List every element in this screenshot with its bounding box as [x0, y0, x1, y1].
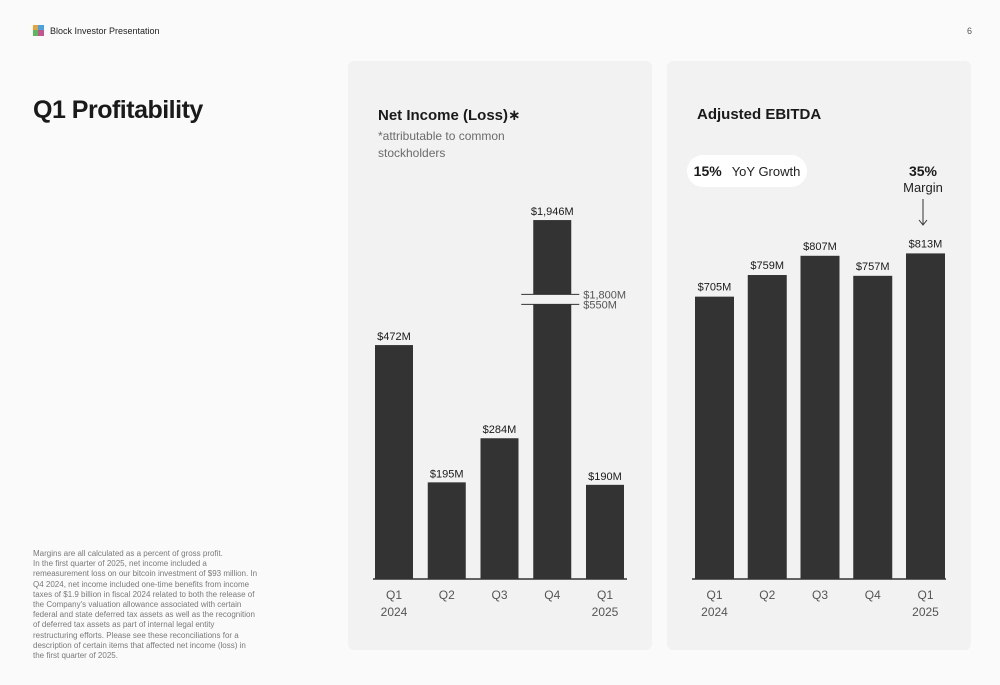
- ebitda-chart: $705M $759M $807M $757M $813M Q1 2024 Q2 Q3 Q4 Q1 2…: [692, 238, 946, 619]
- net-income-panel: $472M $195M $284M $1,946M $190M $1,800M $550M Q…: [348, 61, 652, 650]
- x-tick-label: Q4: [865, 588, 881, 602]
- footnote-line: In the first quarter of 2025, net income…: [33, 559, 258, 661]
- bar: [800, 255, 840, 579]
- net-income-chart: $472M $195M $284M $1,946M $190M $1,800M$550M Q…: [373, 206, 627, 619]
- slide-title: Q1 Profitability: [33, 96, 203, 124]
- bar: [427, 482, 466, 579]
- bar: [375, 345, 413, 579]
- data-label: $807M: [803, 241, 837, 253]
- data-label: $195M: [430, 468, 464, 480]
- x-tick-label: Q3: [491, 588, 507, 602]
- x-tick-label: 2024: [701, 605, 728, 619]
- bar: [480, 438, 519, 579]
- bar: [695, 296, 734, 579]
- data-label: $757M: [856, 261, 890, 273]
- data-label: $284M: [483, 424, 517, 436]
- ebitda-panel: $705M $759M $807M $757M $813M Q1 2024 Q2 Q3 Q4 Q1 2…: [667, 61, 971, 650]
- growth-label: YoY Growth: [731, 163, 801, 179]
- bar: [533, 220, 572, 580]
- x-tick-label: Q2: [439, 588, 455, 602]
- x-tick-label: Q1: [917, 588, 933, 602]
- x-tick-label: Q2: [759, 588, 775, 602]
- x-tick-label: 2025: [592, 605, 619, 619]
- ebitda-title: Adjusted EBITDA: [697, 106, 822, 123]
- x-tick-label: Q3: [812, 588, 828, 602]
- data-label: $1,946M: [531, 206, 574, 218]
- bar: [906, 253, 945, 579]
- data-label: $190M: [588, 471, 622, 483]
- data-label: $705M: [698, 282, 732, 294]
- data-label: $472M: [377, 331, 411, 343]
- x-tick-label: 2024: [381, 605, 408, 619]
- x-tick-label: Q1: [597, 588, 613, 602]
- axis-break-gap: [521, 294, 584, 305]
- bar: [747, 275, 787, 579]
- presentation-title: Block Investor Presentation: [50, 25, 160, 36]
- block-logo-icon: [33, 25, 44, 36]
- axis-break-lower-label: $550M: [583, 299, 617, 311]
- margin-value: 35%: [908, 163, 938, 179]
- header: Block Investor Presentation: [33, 25, 160, 36]
- x-tick-label: 2025: [912, 605, 939, 619]
- x-tick-label: Q1: [706, 588, 722, 602]
- net-income-subtitle: *attributable to common stockholders: [378, 129, 505, 160]
- margin-label: Margin: [903, 180, 943, 195]
- footnote: Margins are all calculated as a percent …: [33, 549, 259, 661]
- bar: [586, 484, 624, 579]
- x-tick-label: Q4: [544, 588, 560, 602]
- margin-callout: 35% Margin: [897, 163, 949, 227]
- asterisk-marker: ∗: [508, 107, 521, 124]
- footnote-line: Margins are all calculated as a percent …: [33, 549, 223, 558]
- yoy-growth-badge: 15% YoY Growth: [687, 155, 807, 187]
- bar: [853, 275, 893, 579]
- arrow-down-icon: [918, 199, 928, 226]
- data-label: $759M: [750, 260, 784, 272]
- net-income-title-text: Net Income (Loss): [378, 107, 509, 124]
- data-label: $813M: [909, 238, 943, 250]
- x-tick-label: Q1: [386, 588, 402, 602]
- growth-value: 15%: [693, 163, 722, 179]
- axis-break-upper-label: $1,800M: [583, 289, 626, 301]
- page-number: 6: [966, 26, 972, 36]
- net-income-title: Net Income (Loss)∗: [378, 106, 521, 124]
